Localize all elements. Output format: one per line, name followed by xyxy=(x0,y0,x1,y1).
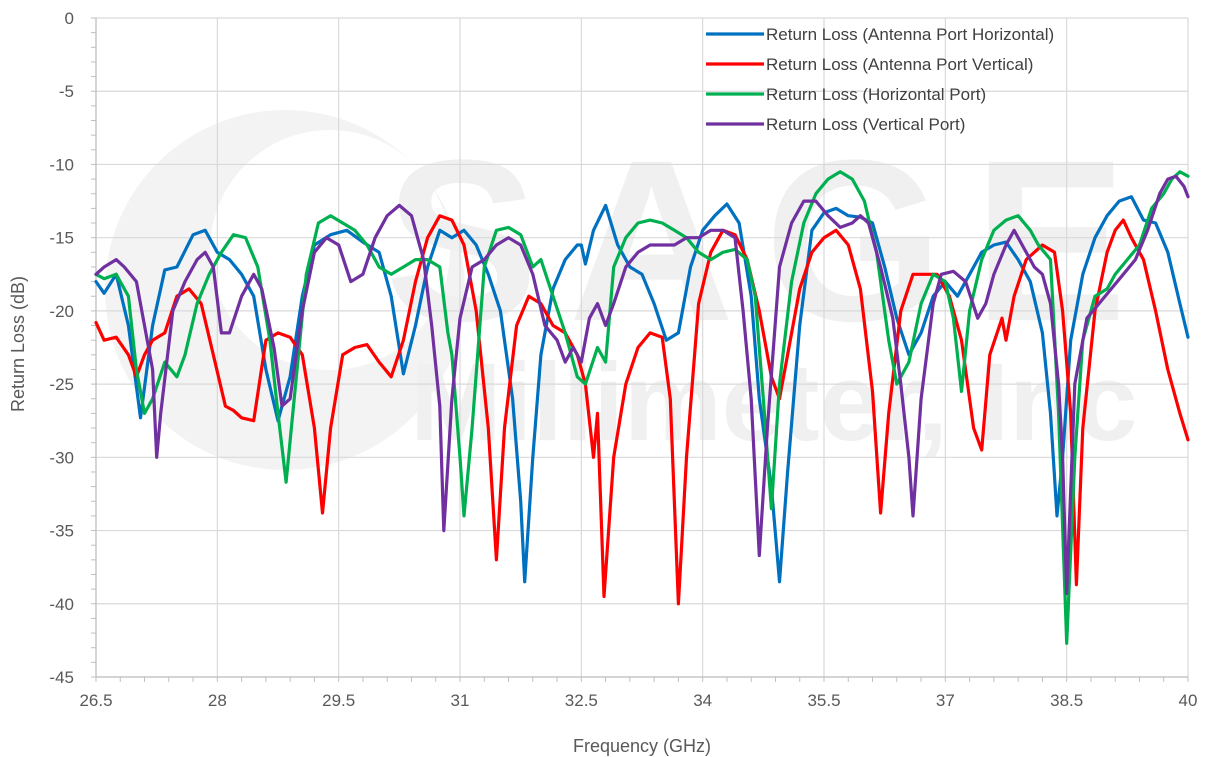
legend-label: Return Loss (Antenna Port Horizontal) xyxy=(766,25,1054,44)
y-tick-label: -40 xyxy=(49,595,74,614)
x-tick-label: 38.5 xyxy=(1050,691,1083,710)
y-tick-label: -20 xyxy=(49,302,74,321)
y-tick-label: -35 xyxy=(49,522,74,541)
x-tick-label: 37 xyxy=(936,691,955,710)
y-tick-label: -15 xyxy=(49,229,74,248)
legend: Return Loss (Antenna Port Horizontal) Ret… xyxy=(706,25,1054,134)
x-tick-label: 29.5 xyxy=(322,691,355,710)
x-tick-label: 32.5 xyxy=(565,691,598,710)
series-lines xyxy=(94,170,1190,645)
legend-label: Return Loss (Antenna Port Vertical) xyxy=(766,55,1033,74)
watermark-logo-cutout xyxy=(210,130,450,370)
y-tick-label: -10 xyxy=(49,155,74,174)
tick-labels: 26.5 28 29.5 31 32.5 34 35.5 37 38.5 40 0 -5 -10 -15 -… xyxy=(49,9,1197,710)
x-tick-label: 28 xyxy=(208,691,227,710)
series-line xyxy=(94,174,1190,596)
y-axis-label: Return Loss (dB) xyxy=(8,276,28,412)
x-tick-label: 35.5 xyxy=(807,691,840,710)
y-tick-label: 0 xyxy=(65,9,74,28)
y-tick-label: -45 xyxy=(49,668,74,687)
x-tick-label: 26.5 xyxy=(79,691,112,710)
legend-label: Return Loss (Horizontal Port) xyxy=(766,85,986,104)
series-line xyxy=(94,170,1190,645)
y-tick-label: -25 xyxy=(49,375,74,394)
y-tick-label: -5 xyxy=(59,82,74,101)
series-line xyxy=(94,214,1190,606)
x-tick-label: 31 xyxy=(451,691,470,710)
x-tick-label: 34 xyxy=(693,691,712,710)
x-axis-label: Frequency (GHz) xyxy=(573,736,711,756)
series-line xyxy=(94,195,1190,584)
axes xyxy=(91,17,1189,682)
legend-label: Return Loss (Vertical Port) xyxy=(766,115,965,134)
x-tick-label: 40 xyxy=(1179,691,1198,710)
y-tick-label: -30 xyxy=(49,448,74,467)
